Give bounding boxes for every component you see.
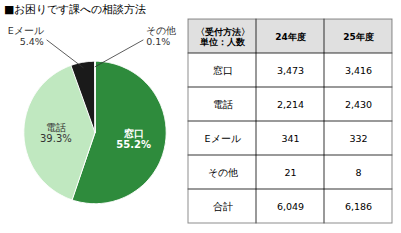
svg-text:341: 341 bbox=[281, 133, 299, 144]
svg-text:その他0.1%: その他0.1% bbox=[146, 25, 176, 47]
svg-text:〈受付方法〉単位：人数: 〈受付方法〉単位：人数 bbox=[196, 27, 250, 48]
svg-text:6,186: 6,186 bbox=[345, 201, 372, 212]
svg-text:その他: その他 bbox=[208, 167, 238, 178]
svg-text:6,049: 6,049 bbox=[277, 201, 304, 212]
svg-text:電話: 電話 bbox=[213, 99, 233, 110]
svg-text:332: 332 bbox=[349, 133, 367, 144]
svg-text:2,430: 2,430 bbox=[345, 99, 372, 110]
svg-text:3,416: 3,416 bbox=[345, 65, 372, 76]
svg-text:24年度: 24年度 bbox=[275, 32, 306, 42]
svg-text:Eメール: Eメール bbox=[204, 133, 240, 144]
svg-text:25年度: 25年度 bbox=[343, 32, 374, 42]
svg-text:2,214: 2,214 bbox=[277, 99, 304, 110]
svg-text:21: 21 bbox=[284, 167, 296, 178]
svg-text:3,473: 3,473 bbox=[277, 65, 304, 76]
svg-text:窓口: 窓口 bbox=[213, 65, 233, 76]
svg-text:電話39.3%: 電話39.3% bbox=[40, 122, 72, 145]
svg-text:Eメール5.4%: Eメール5.4% bbox=[8, 25, 44, 47]
svg-text:窓口55.2%: 窓口55.2% bbox=[116, 128, 151, 151]
svg-text:8: 8 bbox=[355, 167, 361, 178]
html-text:■お困りです課への相談方法: ■お困りです課への相談方法 bbox=[4, 3, 147, 16]
svg-text:合計: 合計 bbox=[213, 201, 233, 212]
